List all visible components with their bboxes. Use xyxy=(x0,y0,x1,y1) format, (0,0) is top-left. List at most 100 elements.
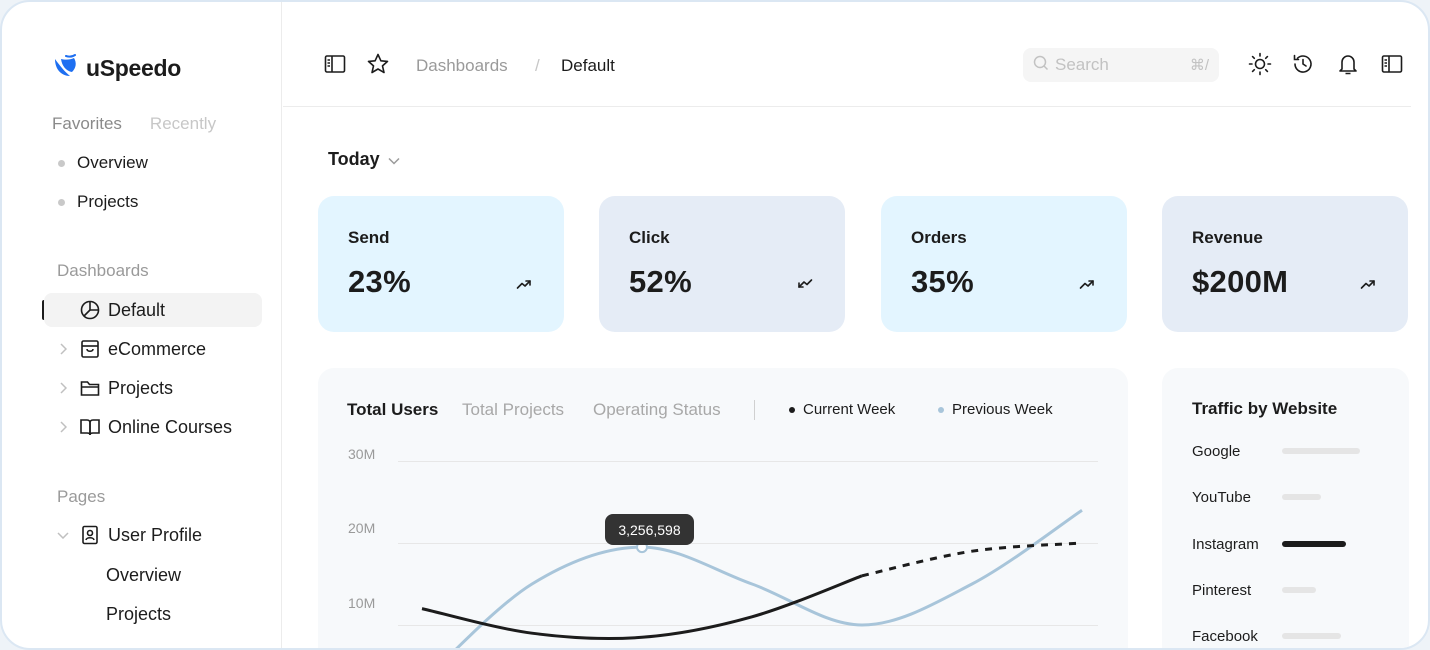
chevron-right-icon xyxy=(52,421,74,433)
total-users-panel: Total Users Total Projects Operating Sta… xyxy=(318,368,1128,648)
legend-dot xyxy=(938,406,944,413)
stat-label: Click xyxy=(629,228,670,247)
stat-value: 52% xyxy=(629,264,692,299)
legend-current-week: Current Week xyxy=(789,401,895,418)
series-line-previous-week xyxy=(455,508,1083,648)
tab-operating-status[interactable]: Operating Status xyxy=(593,400,721,419)
legend-previous-week: Previous Week xyxy=(938,401,1053,418)
grid-line xyxy=(398,625,1098,626)
site-bar-google xyxy=(1282,448,1360,454)
sidebar-item-ecommerce[interactable]: eCommerce xyxy=(44,332,262,366)
legend-label: Previous Week xyxy=(952,401,1053,418)
breadcrumb-dashboards[interactable]: Dashboards xyxy=(416,56,508,75)
stat-card-click[interactable]: Click 52% xyxy=(599,196,845,332)
pie-chart-icon xyxy=(78,298,102,322)
stat-card-orders[interactable]: Orders 35% xyxy=(881,196,1127,332)
brand-logo-icon xyxy=(52,54,80,83)
site-label-youtube: YouTube xyxy=(1192,489,1251,506)
sidebar-item-online-courses[interactable]: Online Courses xyxy=(44,410,262,444)
stat-label: Revenue xyxy=(1192,228,1263,247)
chevron-down-icon xyxy=(388,149,400,170)
section-title-pages: Pages xyxy=(57,487,106,506)
sidebar-subitem-overview[interactable]: Overview xyxy=(106,565,182,585)
sidebar-subitem-projects[interactable]: Projects xyxy=(106,604,172,624)
chevron-right-icon xyxy=(52,382,74,394)
date-filter-label: Today xyxy=(328,149,380,169)
stat-value: 23% xyxy=(348,264,411,299)
tab-favorites[interactable]: Favorites xyxy=(52,114,122,133)
favorite-item-label: Projects xyxy=(77,192,139,211)
bell-icon[interactable] xyxy=(1336,52,1360,76)
tab-recently[interactable]: Recently xyxy=(149,114,217,133)
site-bar-pinterest xyxy=(1282,587,1316,593)
panel-toggle-icon[interactable] xyxy=(1380,52,1404,76)
stat-label: Orders xyxy=(911,228,967,247)
brand[interactable]: uSpeedo xyxy=(52,54,181,83)
site-bar-facebook xyxy=(1282,633,1341,639)
line-chart xyxy=(421,508,1083,648)
section-title-dashboards: Dashboards xyxy=(57,261,149,280)
chevron-right-icon xyxy=(52,343,74,355)
traffic-by-website-panel: Traffic by Website Google YouTube Instag… xyxy=(1162,368,1409,648)
favorites-tabs: Favorites Recently xyxy=(52,114,216,134)
stat-label: Send xyxy=(348,228,390,247)
sidebar-item-label: User Profile xyxy=(108,524,203,545)
bullet-dot xyxy=(58,159,65,167)
sidebar-item-label: Projects xyxy=(108,377,174,398)
breadcrumb-separator: / xyxy=(535,56,540,75)
id-badge-icon xyxy=(78,523,102,547)
y-tick-label: 10M xyxy=(348,595,376,611)
grid-line xyxy=(398,543,1098,544)
stat-card-send[interactable]: Send 23% xyxy=(318,196,564,332)
sidebar-toggle-icon[interactable] xyxy=(323,52,347,76)
sidebar: uSpeedo Favorites Recently Overview Proj… xyxy=(2,2,282,648)
divider xyxy=(754,400,755,420)
history-icon[interactable] xyxy=(1291,52,1315,76)
folder-icon xyxy=(78,376,102,400)
search-shortcut: ⌘/ xyxy=(1189,57,1209,74)
site-label-google: Google xyxy=(1192,443,1241,460)
date-filter-dropdown[interactable]: Today xyxy=(328,149,400,170)
search-icon xyxy=(1033,55,1049,76)
favorite-item-projects[interactable]: Projects xyxy=(58,192,138,212)
favorite-item-label: Overview xyxy=(77,153,148,172)
site-label-facebook: Facebook xyxy=(1192,628,1258,645)
brand-name: uSpeedo xyxy=(86,55,182,81)
search-placeholder: Search xyxy=(1055,55,1109,74)
sidebar-item-projects[interactable]: Projects xyxy=(44,371,262,405)
chevron-down-icon xyxy=(52,531,74,539)
series-line-current-week xyxy=(421,574,863,641)
site-label-pinterest: Pinterest xyxy=(1192,582,1252,599)
sidebar-item-default[interactable]: Default xyxy=(44,293,262,327)
site-bar-youtube xyxy=(1282,494,1321,500)
stat-card-revenue[interactable]: Revenue $200M xyxy=(1162,196,1408,332)
sidebar-item-user-profile[interactable]: User Profile xyxy=(44,518,262,552)
stat-value: $200M xyxy=(1192,264,1289,299)
book-icon xyxy=(78,415,102,439)
shopping-bag-icon xyxy=(78,337,102,361)
stat-value: 35% xyxy=(911,264,974,299)
breadcrumb-default[interactable]: Default xyxy=(561,56,615,75)
tab-total-users[interactable]: Total Users xyxy=(347,400,439,419)
sidebar-item-label: Online Courses xyxy=(108,416,233,437)
site-bar-instagram xyxy=(1282,541,1346,547)
trend-up-icon xyxy=(1079,276,1095,292)
sun-icon[interactable] xyxy=(1248,52,1272,76)
traffic-title: Traffic by Website xyxy=(1192,399,1338,418)
star-icon[interactable] xyxy=(366,52,390,76)
trend-down-icon xyxy=(797,276,813,292)
search-input[interactable]: Search ⌘/ xyxy=(1023,48,1219,82)
topbar: Dashboards / Default Search ⌘/ xyxy=(283,2,1411,107)
tab-total-projects[interactable]: Total Projects xyxy=(462,400,565,419)
bullet-dot xyxy=(58,198,65,206)
trend-up-icon xyxy=(1360,276,1376,292)
sidebar-item-label: eCommerce xyxy=(108,338,207,359)
site-label-instagram: Instagram xyxy=(1192,536,1259,553)
y-tick-label: 20M xyxy=(348,520,376,536)
favorite-item-overview[interactable]: Overview xyxy=(58,153,148,173)
chart-tooltip: 3,256,598 xyxy=(605,514,694,545)
grid-line xyxy=(398,461,1098,462)
trend-up-icon xyxy=(516,276,532,292)
legend-dot xyxy=(789,406,795,413)
